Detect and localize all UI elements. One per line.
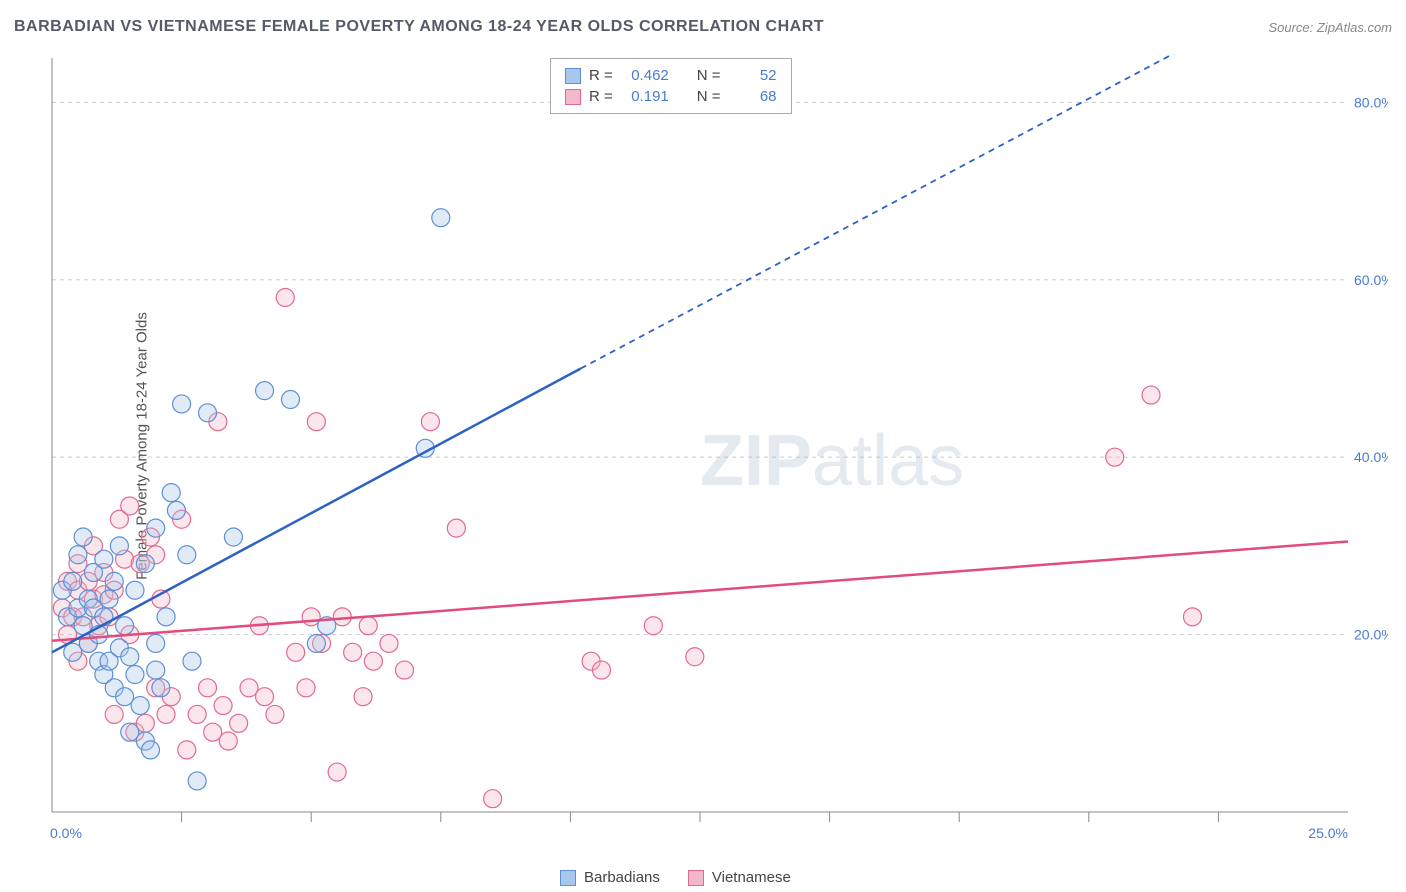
- legend-label-b: Vietnamese: [712, 869, 791, 886]
- legend-label-a: Barbadians: [584, 869, 660, 886]
- n-label-a: N =: [697, 67, 721, 84]
- stats-legend: R = 0.462 N = 52 R = 0.191 N = 68: [550, 58, 792, 114]
- svg-text:0.0%: 0.0%: [50, 825, 82, 841]
- source-label: Source: ZipAtlas.com: [1268, 20, 1392, 35]
- r-value-a: 0.462: [621, 67, 669, 84]
- swatch-vietnamese-icon: [688, 870, 704, 886]
- series-legend: Barbadians Vietnamese: [560, 869, 791, 886]
- chart-title: BARBADIAN VS VIETNAMESE FEMALE POVERTY A…: [14, 18, 824, 36]
- n-value-b: 68: [729, 88, 777, 105]
- swatch-barbadians-icon: [560, 870, 576, 886]
- scatter-plot: 20.0% 40.0% 60.0% 80.0% 0.0% 25.0%: [48, 54, 1388, 844]
- svg-text:60.0%: 60.0%: [1354, 272, 1388, 288]
- svg-text:25.0%: 25.0%: [1308, 825, 1348, 841]
- swatch-vietnamese-icon: [565, 89, 581, 105]
- stats-row-b: R = 0.191 N = 68: [565, 86, 777, 107]
- swatch-barbadians-icon: [565, 68, 581, 84]
- legend-item-b: Vietnamese: [688, 869, 791, 886]
- n-value-a: 52: [729, 67, 777, 84]
- r-label-a: R =: [589, 67, 613, 84]
- legend-item-a: Barbadians: [560, 869, 660, 886]
- r-value-b: 0.191: [621, 88, 669, 105]
- stats-row-a: R = 0.462 N = 52: [565, 65, 777, 86]
- svg-text:80.0%: 80.0%: [1354, 94, 1388, 110]
- svg-text:40.0%: 40.0%: [1354, 449, 1388, 465]
- chart-area: 20.0% 40.0% 60.0% 80.0% 0.0% 25.0%: [48, 54, 1388, 844]
- r-label-b: R =: [589, 88, 613, 105]
- svg-text:20.0%: 20.0%: [1354, 627, 1388, 643]
- n-label-b: N =: [697, 88, 721, 105]
